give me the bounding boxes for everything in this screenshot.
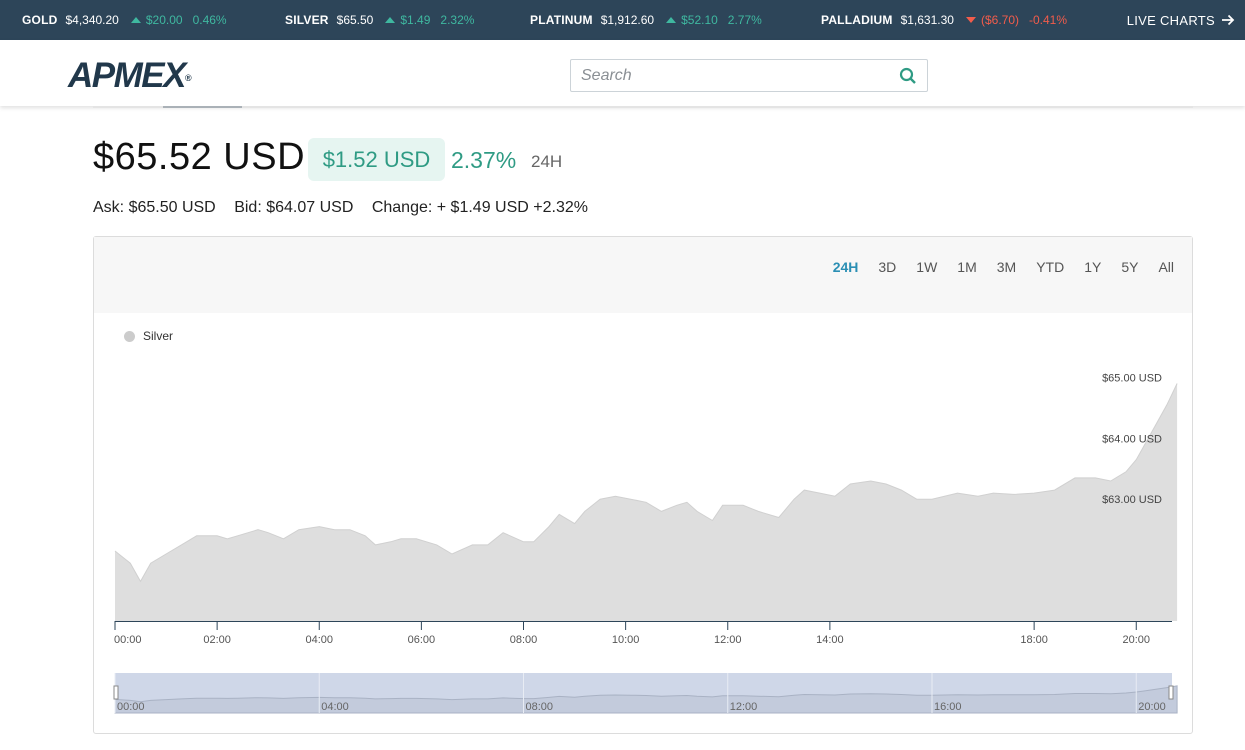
range-3m[interactable]: 3M [996, 259, 1017, 275]
active-tab-indicator [163, 106, 242, 108]
current-price: $65.52 USD [93, 136, 306, 178]
navigator-tick-label: 08:00 [526, 701, 554, 713]
y-tick-label: $63.00 USD [1102, 494, 1162, 506]
ticker-name: GOLD [22, 13, 58, 27]
price-change-badge: $1.52 USD [308, 138, 445, 181]
ticker-percent: 0.46% [192, 13, 227, 27]
ticker-price: $1,912.60 [600, 13, 655, 27]
up-arrow-icon [130, 17, 141, 23]
legend-label: Silver [143, 329, 174, 343]
chart-toolbar: 24H 3D 1W 1M 3M YTD 1Y 5Y All [94, 237, 1192, 313]
x-tick-label: 20:00 [1122, 634, 1150, 646]
navigator-tick-label: 20:00 [1138, 701, 1166, 713]
down-arrow-icon [965, 17, 976, 23]
price-ticker-bar: GOLD $4,340.20 $20.00 0.46% SILVER $65.5… [0, 0, 1245, 40]
x-tick-label: 14:00 [816, 634, 844, 646]
navigator-right-handle [1168, 685, 1174, 700]
tab-underline [93, 106, 1193, 108]
ticker-price: $1,631.30 [900, 13, 954, 27]
ticker-platinum[interactable]: PLATINUM $1,912.60 $52.10 2.77% [530, 0, 762, 40]
x-tick-label: 08:00 [510, 634, 538, 646]
range-1w[interactable]: 1W [916, 259, 938, 275]
ticker-name: PALLADIUM [821, 13, 893, 27]
x-tick-label: 02:00 [203, 634, 231, 646]
apmex-logo[interactable]: APMEX® [68, 56, 192, 95]
price-chart-card: 24H 3D 1W 1M 3M YTD 1Y 5Y All Silver $63.00 USD $… [93, 236, 1193, 734]
arrow-right-icon [1222, 14, 1235, 26]
ticker-change: $1.49 [385, 13, 430, 27]
range-1m[interactable]: 1M [957, 259, 977, 275]
price-change-percent: 2.37% [451, 147, 517, 173]
up-arrow-icon [385, 17, 396, 23]
navigator-tick-label: 12:00 [730, 701, 758, 713]
silver-series-area [115, 383, 1178, 621]
silver-series-line [114, 383, 1178, 583]
change-detail: Change: + $1.49 USD +2.32% [371, 199, 588, 216]
x-tick-label: 06:00 [408, 634, 436, 646]
ticker-percent: -0.41% [1029, 13, 1068, 27]
ticker-name: SILVER [285, 13, 329, 27]
ask-price: Ask: $65.50 USD [93, 199, 216, 216]
x-tick-label: 00:00 [114, 634, 142, 646]
navigator-tick-label: 04:00 [321, 701, 349, 713]
range-5y[interactable]: 5Y [1121, 259, 1139, 275]
live-charts-label: LIVE CHARTS [1126, 12, 1215, 28]
navigator-tick-label: 00:00 [117, 701, 145, 713]
range-all[interactable]: All [1158, 259, 1174, 275]
bid-price: Bid: $64.07 USD [234, 199, 354, 216]
navigator-left-handle [113, 685, 119, 700]
price-chart[interactable]: $63.00 USD $64.00 USD $65.00 USD 00:00 02:00… [94, 237, 1192, 733]
ticker-change: $52.10 [666, 13, 718, 27]
ticker-gold[interactable]: GOLD $4,340.20 $20.00 0.46% [22, 0, 227, 40]
range-24h[interactable]: 24H [832, 259, 859, 275]
ticker-name: PLATINUM [530, 13, 593, 27]
y-tick-label: $65.00 USD [1102, 372, 1162, 384]
change-period: 24H [531, 152, 563, 171]
ticker-change: $20.00 [130, 13, 183, 27]
ticker-price: $65.50 [336, 13, 374, 27]
range-ytd[interactable]: YTD [1036, 259, 1065, 275]
y-tick-label: $64.00 USD [1102, 433, 1162, 445]
x-tick-label: 10:00 [612, 634, 640, 646]
quote-details: Ask: $65.50 USD Bid: $64.07 USD Change: … [93, 199, 602, 217]
navigator-series [114, 685, 1178, 714]
up-arrow-icon [666, 17, 677, 23]
range-3d[interactable]: 3D [878, 259, 897, 275]
ticker-percent: 2.77% [727, 13, 762, 27]
range-1y[interactable]: 1Y [1084, 259, 1102, 275]
x-tick-label: 04:00 [305, 634, 333, 646]
x-tick-label: 18:00 [1020, 634, 1048, 646]
site-header: APMEX® [0, 40, 1245, 106]
search-input[interactable] [571, 60, 891, 91]
search-icon[interactable] [899, 67, 917, 85]
ticker-silver[interactable]: SILVER $65.50 $1.49 2.32% [285, 0, 474, 40]
search-box [570, 59, 928, 92]
navigator-tick-label: 16:00 [934, 701, 962, 713]
x-tick-label: 12:00 [714, 634, 742, 646]
ticker-change: ($6.70) [965, 13, 1019, 27]
chart-legend[interactable]: Silver [124, 329, 173, 343]
live-charts-link[interactable]: LIVE CHARTS [1127, 0, 1235, 40]
ticker-percent: 2.32% [440, 13, 475, 27]
legend-marker [124, 330, 135, 342]
ticker-price: $4,340.20 [65, 13, 119, 27]
range-selector: 24H 3D 1W 1M 3M YTD 1Y 5Y All [813, 259, 1174, 275]
ticker-palladium[interactable]: PALLADIUM $1,631.30 ($6.70) -0.41% [821, 0, 1067, 40]
